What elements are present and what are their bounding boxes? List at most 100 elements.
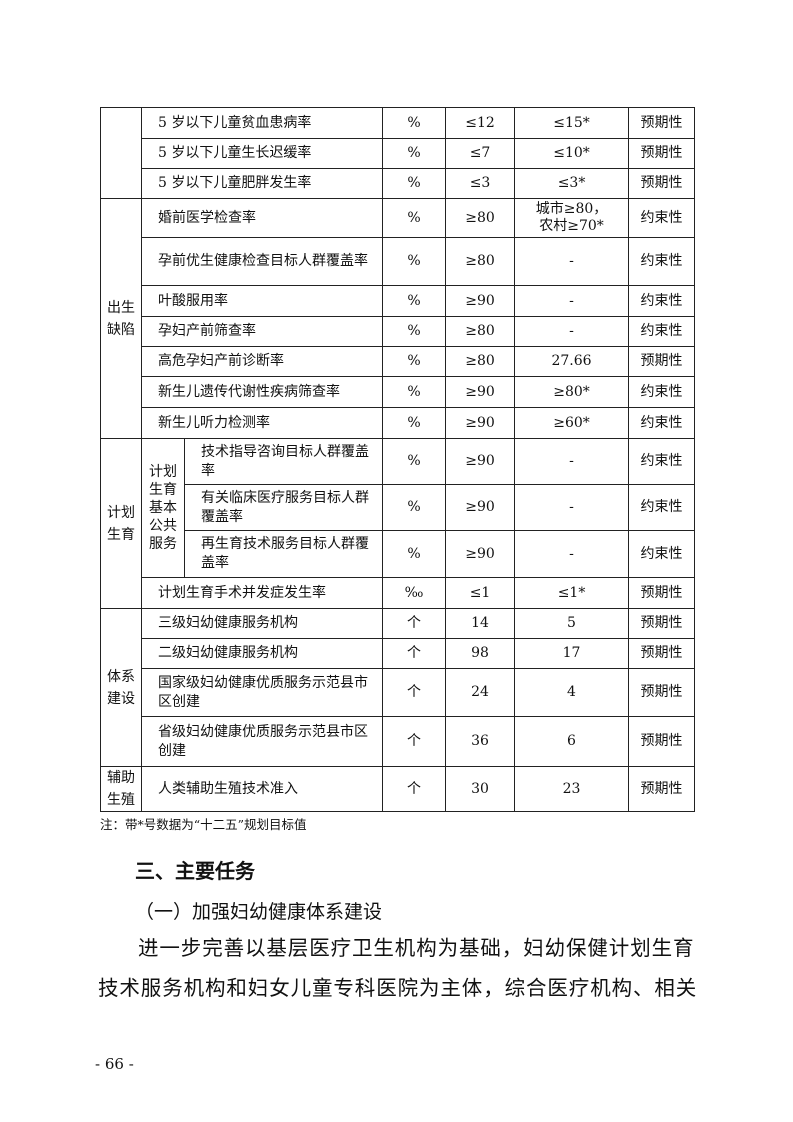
target-cell: ≥80 [445,198,516,238]
table-note: 注：带*号数据为“十二五”规划目标值 [100,817,307,832]
nature-cell: 预期性 [628,346,696,377]
baseline-cell: - [514,484,630,531]
target-cell: ≥80 [445,346,516,377]
baseline-cell: 17 [514,638,630,669]
nature-cell: 预期性 [628,138,696,169]
nature-cell: 约束性 [628,484,696,531]
indicator-cell: 孕前优生健康检查目标人群覆盖率 [140,237,384,286]
table-row: 高危孕妇产前诊断率% ≥80 27.66 预期性 [101,346,696,377]
target-cell: ≥90 [445,407,516,439]
nature-cell: 预期性 [628,716,696,767]
target-cell: ≤1 [445,577,516,609]
baseline-cell: ≥60* [514,407,630,439]
table-row: 新生儿听力检测率% ≥90 ≥60* 约束性 [101,407,696,439]
baseline-cell: 23 [514,766,630,812]
indicator-cell: 孕妇产前筛查率 [140,316,384,347]
group-label: 计划生育 [100,438,142,609]
unit-cell: % [382,285,447,317]
baseline-cell: ≥80* [514,376,630,408]
baseline-cell: ≤1* [514,577,630,609]
unit-cell: % [382,530,447,578]
unit-cell: 个 [382,608,447,639]
nature-cell: 预期性 [628,168,696,199]
indicator-cell: 高危孕妇产前诊断率 [140,346,384,377]
nature-cell: 约束性 [628,237,696,286]
indicator-cell: 5 岁以下儿童肥胖发生率 [140,168,384,199]
indicator-cell: 技术指导咨询目标人群覆盖率 [183,438,384,485]
indicator-cell: 新生儿遗传代谢性疾病筛查率 [140,376,384,408]
baseline-cell: - [514,530,630,578]
section-heading: 三、主要任务 [135,859,255,883]
unit-cell: % [382,237,447,286]
baseline-cell: 27.66 [514,346,630,377]
baseline-cell: 6 [514,716,630,767]
baseline-cell: - [514,438,630,485]
table-row: 二级妇幼健康服务机构个 98 17 预期性 [101,638,696,669]
unit-cell: 个 [382,766,447,812]
table-row: 省级妇幼健康优质服务示范县市区创建个 36 6 预期性 [101,716,696,767]
nature-cell: 预期性 [628,608,696,639]
indicator-cell: 婚前医学检查率 [140,198,384,238]
group-label: 出生缺陷 [100,198,142,439]
table-row: 出生缺陷 婚前医学检查率% ≥80 城市≥80， 农村≥70* 约束性 [100,198,696,439]
table-row: 计划生育手术并发症发生率 ‰ ≤1 ≤1* 预期性 [101,577,696,609]
page-number: - 66 - [95,1055,134,1073]
baseline-cell: ≤15* [514,107,630,139]
group-label: 体系建设 [100,608,142,767]
unit-cell: % [382,438,447,485]
group-label [100,107,142,199]
table-row: 计划生育 计划生育基本公共服务 技术指导咨询目标人群覆盖率% ≥90- 约束性 [100,438,696,609]
indicator-table: 5 岁以下儿童贫血患病率% ≤12 ≤15* 预期性 5 岁以下儿童生长迟缓率% ≤7 ≤1… [100,107,696,812]
unit-cell: % [382,138,447,169]
unit-cell: 个 [382,716,447,767]
nature-cell: 预期性 [628,107,696,139]
nature-cell: 约束性 [628,285,696,317]
table-row: 新生儿遗传代谢性疾病筛查率% ≥90 ≥80* 约束性 [101,376,696,408]
subsection-heading: （一）加强妇幼健康体系建设 [135,901,383,923]
indicator-cell: 新生儿听力检测率 [140,407,384,439]
target-cell: ≤7 [445,138,516,169]
subgroup-label: 计划生育基本公共服务 [141,438,185,578]
indicator-cell: 5 岁以下儿童生长迟缓率 [140,138,384,169]
baseline-cell: 4 [514,668,630,717]
baseline-cell: - [514,316,630,347]
baseline-cell: 5 [514,608,630,639]
target-cell: 30 [445,766,516,812]
target-cell: 36 [445,716,516,767]
baseline-cell: 城市≥80， 农村≥70* [514,198,630,238]
indicator-cell: 计划生育手术并发症发生率 [140,577,384,609]
unit-cell: % [382,407,447,439]
baseline-cell: - [514,237,630,286]
table-row: 国家级妇幼健康优质服务示范县市区创建个 24 4 预期性 [101,668,696,717]
unit-cell: % [382,484,447,531]
table-row: 叶酸服用率% ≥90- 约束性 [101,285,696,317]
target-cell: ≥90 [445,484,516,531]
indicator-cell: 省级妇幼健康优质服务示范县市区创建 [140,716,384,767]
table-row: 孕妇产前筛查率% ≥80- 约束性 [101,316,696,347]
baseline-cell: ≤10* [514,138,630,169]
table-row: 孕前优生健康检查目标人群覆盖率% ≥80- 约束性 [101,237,696,286]
unit-cell: % [382,346,447,377]
table-row: 再生育技术服务目标人群覆盖率% ≥90- 约束性 [101,530,696,578]
unit-cell: ‰ [382,577,447,609]
indicator-cell: 再生育技术服务目标人群覆盖率 [183,530,384,578]
target-cell: ≥90 [445,285,516,317]
nature-cell: 约束性 [628,376,696,408]
table-row: 辅助生殖 人类辅助生殖技术准入个 30 23 预期性 [100,766,696,812]
target-cell: ≤12 [445,107,516,139]
target-cell: 98 [445,638,516,669]
indicator-cell: 三级妇幼健康服务机构 [140,608,384,639]
nature-cell: 约束性 [628,316,696,347]
unit-cell: 个 [382,638,447,669]
table-row: 5 岁以下儿童生长迟缓率% ≤7 ≤10* 预期性 [101,138,696,169]
unit-cell: % [382,198,447,238]
target-cell: 24 [445,668,516,717]
target-cell: ≥90 [445,376,516,408]
nature-cell: 预期性 [628,668,696,717]
nature-cell: 预期性 [628,577,696,609]
indicator-cell: 人类辅助生殖技术准入 [140,766,384,812]
indicator-cell: 国家级妇幼健康优质服务示范县市区创建 [140,668,384,717]
unit-cell: % [382,168,447,199]
target-cell: 14 [445,608,516,639]
group-label: 辅助生殖 [100,766,142,812]
